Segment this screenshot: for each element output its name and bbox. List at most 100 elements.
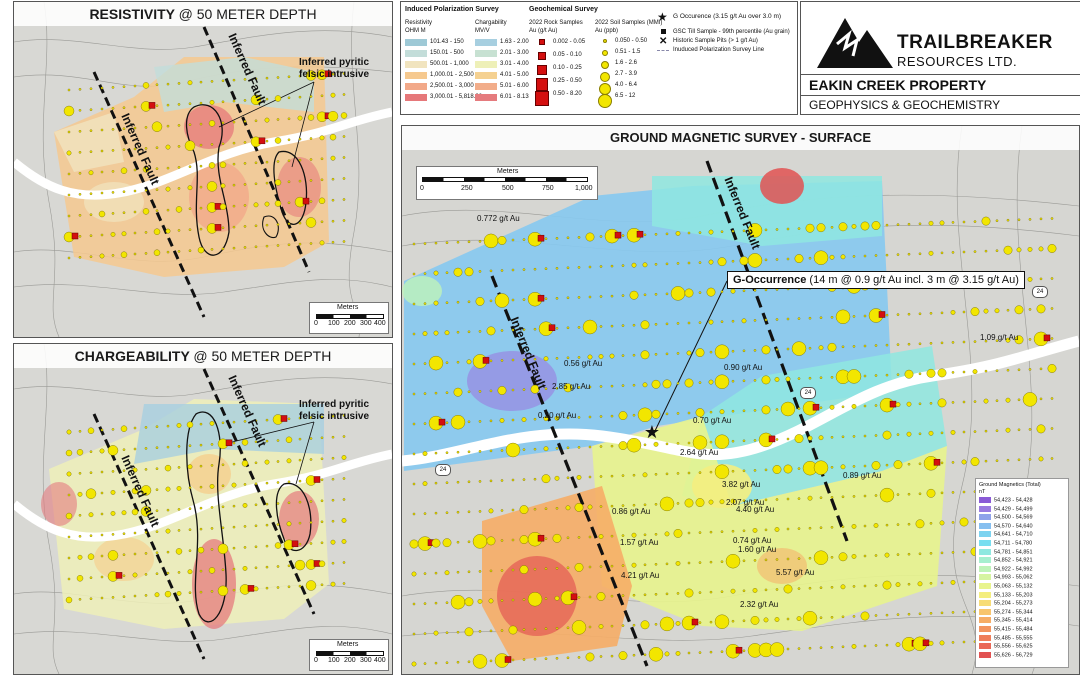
soil-sample-dot <box>684 378 694 388</box>
soil-sample-dot <box>199 443 203 447</box>
soil-sample-dot <box>761 405 771 415</box>
soil-sample-dot <box>188 549 192 552</box>
soil-sample-dot <box>254 119 258 123</box>
soil-sample-dot <box>133 594 137 598</box>
soil-sample-dot <box>962 370 966 374</box>
soil-sample-dot <box>330 539 336 545</box>
soil-sample-dot <box>472 534 488 549</box>
soil-sample-dot <box>511 538 515 542</box>
soil-sample-dot <box>110 510 116 516</box>
mag-swatch <box>979 565 991 572</box>
soil-sample-dot <box>621 354 625 357</box>
soil-sample-dot <box>1006 458 1010 462</box>
soil-sample-dot <box>329 133 337 141</box>
soil-sample-dot <box>265 97 269 101</box>
gold-assay-label: 0.74 g/t Au <box>733 536 772 545</box>
soil-sample-dot <box>533 507 537 511</box>
soil-sample-dot <box>111 170 115 173</box>
soil-sample-dot <box>122 574 126 577</box>
chargeability-map-graphic <box>14 344 392 674</box>
rock-sample-square <box>735 646 743 654</box>
soil-sample-dot <box>533 267 537 271</box>
soil-sample-dot <box>544 267 548 270</box>
soil-sample-dot <box>1006 308 1010 312</box>
soil-sample-dot <box>533 657 537 661</box>
chargeability-class-label: 6.01 - 8.13 <box>500 94 529 100</box>
soil-sample-dot <box>177 103 181 106</box>
resistivity-map: RESISTIVITY @ 50 METER DEPTH Inferred py… <box>13 1 393 338</box>
soil-sample-dot <box>177 529 181 532</box>
soil-sample-dot <box>122 532 126 535</box>
soil-sample-dot <box>863 464 867 468</box>
soil-sample-dot <box>863 374 867 378</box>
soil-sample-dot <box>643 593 647 597</box>
soil-sample-dot <box>774 377 780 382</box>
soil-sample-dot <box>684 588 694 598</box>
soil-sample-dot <box>467 240 471 244</box>
rock-sample-square <box>313 476 321 483</box>
soil-sample-dot <box>220 183 226 189</box>
soil-sample-dot <box>753 439 757 442</box>
mag-swatch <box>979 617 991 624</box>
soil-sample-dot <box>841 495 845 499</box>
mag-legend-row: 54,423 - 54,428 <box>979 497 1033 504</box>
soil-sample-dot <box>330 92 336 98</box>
soil-sample-dot <box>951 491 955 494</box>
mag-swatch <box>979 608 991 615</box>
soil-sample-dot <box>242 565 248 571</box>
soil-sample-dot <box>970 307 980 317</box>
soil-sample-dot <box>67 556 71 560</box>
soil-sample-dot <box>566 446 570 450</box>
soil-sample-dot <box>940 461 944 465</box>
soil-sample-dot <box>720 230 724 233</box>
soil-sample-dot <box>928 430 934 436</box>
soil-sample-dot <box>610 504 614 508</box>
soil-sample-dot <box>221 79 225 83</box>
soil-sample-dot <box>961 459 967 465</box>
soil-sample-dot <box>742 409 746 413</box>
occurrence-callout: G-Occurrence (14 m @ 0.9 g/t Au incl. 3 … <box>727 271 1025 289</box>
soil-sample-dot <box>753 379 757 382</box>
soil-sample-dot <box>307 114 315 121</box>
soil-sample-dot <box>478 270 482 273</box>
soil-sample-dot <box>142 166 150 173</box>
mag-class-label: 54,423 - 54,428 <box>994 497 1033 504</box>
soil-sample-dot <box>155 488 159 491</box>
chargeability-swatch <box>475 50 497 57</box>
soil-sample-dot <box>144 552 148 555</box>
soil-sample-dot <box>1036 424 1046 434</box>
soil-sample-dot <box>962 640 966 644</box>
soil-sample-dot <box>951 551 955 554</box>
soil-sample-dot <box>309 137 313 140</box>
soil-sample-dot <box>874 614 878 617</box>
soil-sample-dot <box>522 388 526 391</box>
soil-sample-dot <box>287 243 291 247</box>
soil-sample-dot <box>166 508 170 512</box>
soil-sample-dot <box>445 631 449 635</box>
soil-sample-dot <box>423 662 427 665</box>
soil-sample-dot <box>478 330 482 333</box>
soil-sample-dot <box>676 412 680 415</box>
soil-sample-dot <box>621 384 625 387</box>
soil-sample-dot <box>731 469 735 473</box>
soil-sample-dot <box>208 120 216 127</box>
soil-sample-dot <box>577 416 581 419</box>
soil-sample-dot <box>555 626 559 630</box>
soil-sample-dot <box>610 624 614 628</box>
soil-sample-dot <box>1006 218 1010 222</box>
soil-sample-dot <box>298 179 302 183</box>
soil-sample-dot <box>555 386 559 390</box>
mag-class-label: 54,500 - 54,569 <box>994 514 1033 521</box>
soil-sample-dot <box>467 300 471 304</box>
soil-sample-dot <box>232 78 236 82</box>
soil-sample-dot <box>423 302 427 305</box>
soil-sample-dot <box>221 421 225 425</box>
soil-sample-dot <box>676 502 680 505</box>
soil-sample-dot <box>838 552 848 562</box>
soil-sample-dot <box>276 118 280 121</box>
soil-sample-dot <box>618 651 628 660</box>
soil-sample-dot <box>725 554 741 569</box>
soil-sample-dot <box>576 474 582 480</box>
soil-sample-dot <box>643 563 647 567</box>
soil-sample-dot <box>1027 247 1033 252</box>
